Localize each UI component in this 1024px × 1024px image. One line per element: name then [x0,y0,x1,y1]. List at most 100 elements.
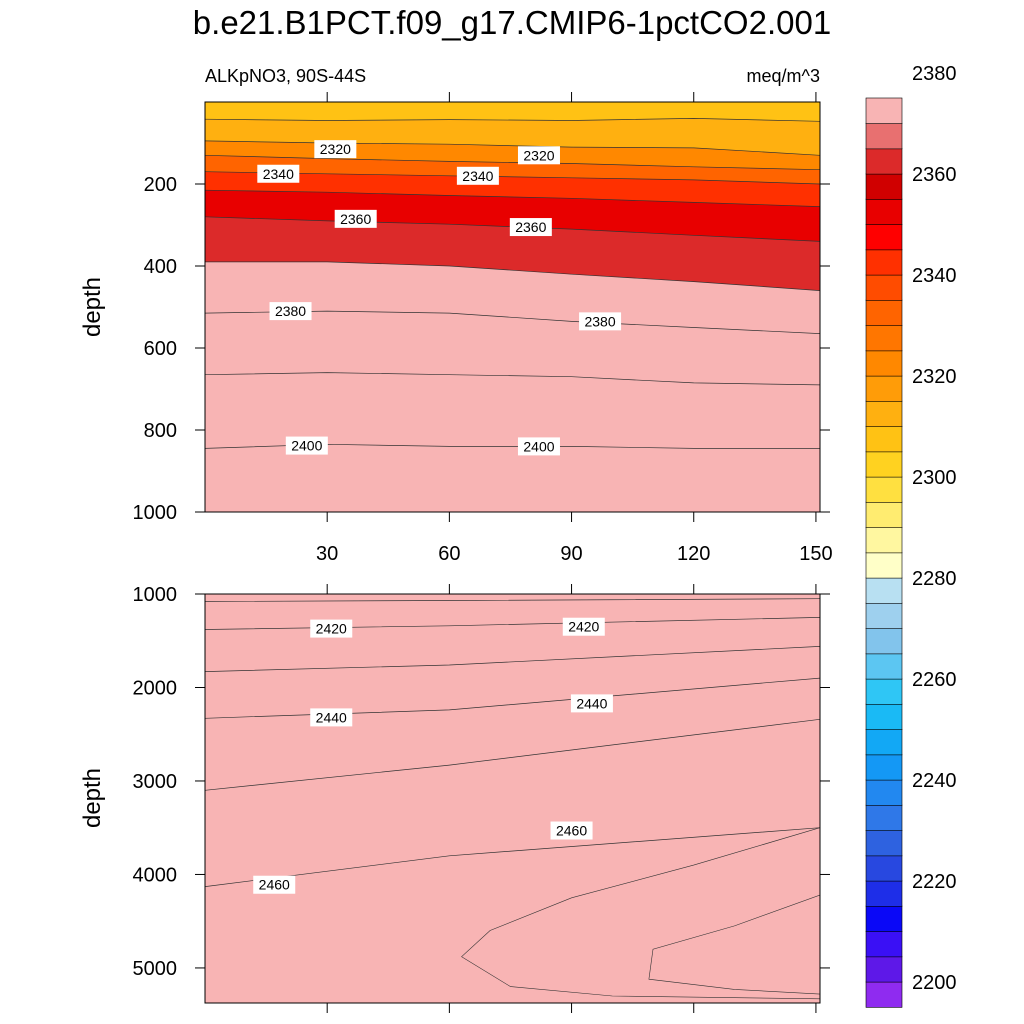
y-tick-label: 1000 [133,502,178,524]
contour-label-bg [456,166,499,185]
y-tick-label: 800 [144,420,177,442]
contour-label-text: 2340 [263,166,294,182]
contour-label-bg [269,302,312,321]
contour-label-bg [562,617,605,636]
contour-label-2420: 2420 [562,617,605,636]
colorbar-swatch-2200 [865,956,903,983]
colorbar-swatch-2265 [865,627,903,655]
colorbar-swatch-2335 [865,274,903,301]
x-tick-label: 30 [316,543,338,565]
contour-label-2460: 2460 [253,875,296,894]
contour-line-2450 [205,718,820,791]
contour-label-bg [285,436,328,455]
colorbar-swatch-2220 [865,855,903,882]
contour-label-2440: 2440 [570,694,613,713]
y-tick-label: 5000 [133,958,178,980]
colorbar-label: 2340 [912,265,957,287]
colorbar-swatch-2355 [865,173,903,200]
colorbar-swatch-2260 [865,653,903,680]
colorbar-swatch-2270 [865,602,903,629]
colorbar-swatch-2340 [865,249,903,276]
contour-label-text: 2400 [523,438,554,454]
contour-label-2320: 2320 [517,146,560,165]
contour-label-2360: 2360 [334,209,377,228]
contour-label-text: 2380 [584,313,615,329]
colorbar-swatch-2370 [865,97,903,124]
colorbar-swatch-2240 [865,754,903,781]
contour-label-text: 2460 [556,823,587,839]
contour-label-bg [509,218,552,237]
colorbar-swatch-2320 [865,350,903,377]
contour-label-text: 2420 [568,619,599,635]
colorbar-swatch-2345 [865,224,903,251]
contour-label-2340: 2340 [456,166,499,185]
colorbar-swatch-2285 [865,526,903,554]
contour-label-text: 2360 [340,211,371,227]
contour-label-2340: 2340 [257,164,300,183]
contour-label-text: 2400 [291,438,322,454]
contour-label-text: 2360 [515,219,546,235]
lower-panel: 2420 2420 2440 2440 2460 2460 1000 2000 3000 4000… [133,584,830,1013]
contour-line-2310 [205,118,820,122]
contour-label-2440: 2440 [310,708,353,727]
colorbar-swatch-2230 [865,804,903,831]
colorbar-swatch-2225 [865,829,903,857]
contour-label-bg [310,708,353,727]
contour-label-text: 2460 [259,877,290,893]
right-subtitle: meq/m^3 [747,66,820,86]
upper-panel: 2320 2320 2340 2340 2360 2360 2380 2380 2400 2400… [133,92,833,565]
x-tick-label: 150 [799,543,832,565]
colorbar-swatch-2290 [865,501,903,528]
contour-label-text: 2380 [275,303,306,319]
colorbar-swatch-2250 [865,703,903,730]
colorbar-swatch-2280 [865,552,903,579]
colorbar-swatch-2245 [865,728,903,756]
colorbar-swatch-2235 [865,779,903,806]
colorbar-swatch-2205 [865,930,903,958]
contour-label-text: 2340 [462,168,493,184]
panel-frame [204,593,821,1004]
contour-label-2400: 2400 [517,437,560,456]
y-tick-label: 400 [144,256,177,278]
colorbar-swatch-2305 [865,425,903,453]
colorbar-swatch-2315 [865,375,903,402]
contour-label-bg [334,209,377,228]
contour-label-bg [257,164,300,183]
contour-label-text: 2420 [316,621,347,637]
colorbar-label: 2360 [912,164,957,186]
contour-label-bg [310,619,353,638]
contour-label-2360: 2360 [509,218,552,237]
left-subtitle: ALKpNO3, 90S-44S [205,66,366,86]
colorbar-swatch-2325 [865,324,903,352]
contour-label-text: 2440 [576,695,607,711]
contour-line-2350 [205,189,820,207]
x-tick-label: 90 [560,543,582,565]
contour-label-2380: 2380 [269,302,312,321]
colorbar-swatch-2310 [865,400,903,427]
y-tick-label: 3000 [133,771,178,793]
contour-line-2390 [205,372,820,386]
colorbar-label: 2320 [912,366,957,388]
chart-title: b.e21.B1PCT.f09_g17.CMIP6-1pctCO2.001 [192,4,832,41]
colorbar-swatch-2210 [865,905,903,932]
contour-line-2340 [205,171,820,185]
contour-line-2420 [205,617,820,630]
contour-label-text: 2320 [320,141,351,157]
colorbar-swatch-2365 [865,123,903,150]
contour-label-bg [253,875,296,894]
contour-label-text: 2320 [523,147,554,163]
colorbar-label: 2220 [912,871,957,893]
contour-label-2380: 2380 [579,312,622,331]
lower-ylabel: depth [79,768,106,828]
colorbar-swatch-2215 [865,880,903,907]
colorbar-swatch-2255 [865,678,903,705]
y-tick-label: 200 [144,174,177,196]
colorbar-label: 2260 [912,669,957,691]
contour-line-2370 [205,261,820,291]
colorbar-label: 2240 [912,770,957,792]
colorbar-swatch-2295 [865,476,903,503]
colorbar-swatch-2360 [865,148,903,175]
colorbar-swatch-2300 [865,451,903,478]
contour-label-bg [579,312,622,331]
contour-label-bg [517,437,560,456]
